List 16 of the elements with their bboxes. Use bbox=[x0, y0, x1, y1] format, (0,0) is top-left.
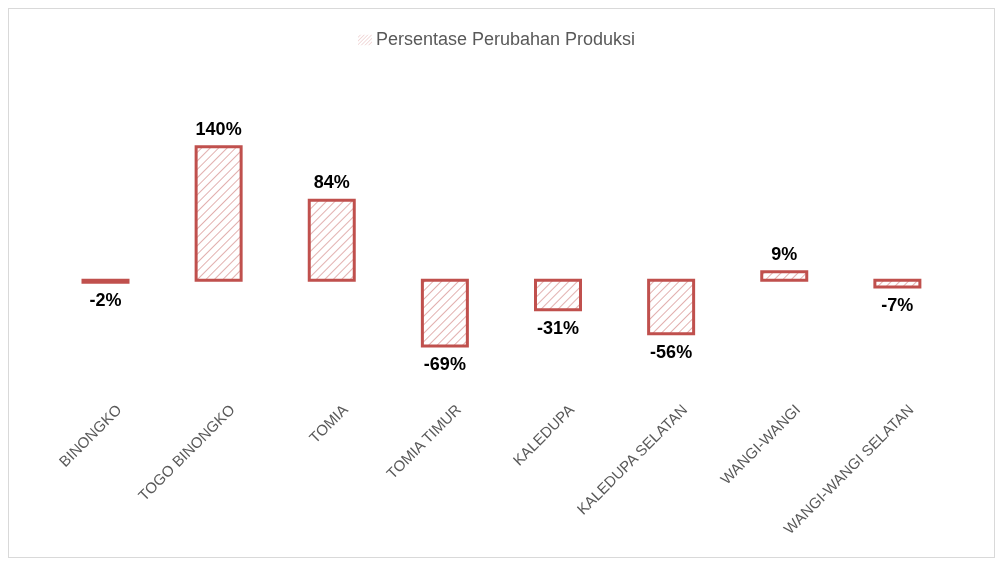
bar bbox=[534, 278, 582, 312]
data-label: 140% bbox=[195, 118, 242, 139]
bar bbox=[194, 145, 243, 282]
bar bbox=[420, 278, 469, 348]
data-label: -56% bbox=[650, 341, 693, 362]
data-label: -2% bbox=[89, 290, 122, 311]
bar bbox=[873, 278, 922, 289]
legend-label: Persentase Perubahan Produksi bbox=[375, 29, 636, 49]
bar bbox=[647, 278, 696, 336]
bar bbox=[760, 270, 809, 282]
data-label: -31% bbox=[536, 317, 580, 338]
data-label: 9% bbox=[771, 243, 798, 264]
data-label: 84% bbox=[313, 172, 350, 193]
data-label: -69% bbox=[423, 354, 466, 375]
bar bbox=[307, 198, 356, 282]
data-label: -7% bbox=[881, 294, 914, 315]
